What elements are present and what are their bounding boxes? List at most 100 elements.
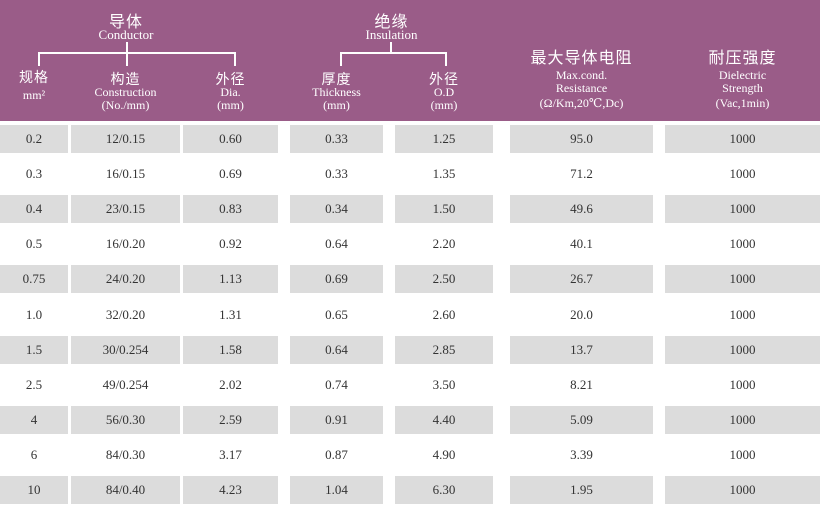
table-cell: 4.40 (395, 406, 493, 435)
table-cell: 84/0.40 (71, 476, 180, 505)
table-cell: 1.58 (183, 335, 278, 364)
table-cell: 2.85 (395, 335, 493, 364)
table-cell: 71.2 (570, 165, 593, 181)
table-cell: 2.60 (432, 306, 456, 322)
table-cell: 1.31 (219, 306, 242, 322)
table-cell: 0.69 (290, 265, 383, 294)
table-cell: 95.0 (510, 124, 653, 153)
col-header-thickness-zh: 厚度 (321, 73, 352, 88)
col-header-construction-en: Construction (94, 85, 157, 99)
table-cell: 3.50 (432, 376, 456, 392)
table-header: 导体 Conductor 绝缘 Insulation 规格 mm² 构造 Con… (0, 0, 820, 121)
table-row: 10 84/0.40 4.23 1.04 6.30 1.95 1000 (0, 473, 820, 508)
col-header-ins-od-en: O.D (433, 85, 455, 99)
col-header-spec-zh: 规格 (19, 71, 49, 86)
table-cell: 13.7 (510, 335, 653, 364)
table-cell: 0.65 (325, 306, 348, 322)
insulation-group-label-en: Insulation (365, 27, 418, 42)
table-cell: 16/0.20 (105, 236, 146, 252)
insulation-bracket-horizontal-line (340, 52, 447, 54)
table-cell: 1000 (729, 376, 756, 392)
table-cell: 1000 (665, 124, 820, 153)
table-cell: 16/0.15 (105, 165, 146, 181)
table-cell: 1000 (729, 165, 756, 181)
table-cell: 0.83 (183, 194, 278, 223)
table-cell: 0.3 (25, 165, 43, 181)
table-row: 1.0 32/0.20 1.31 0.65 2.60 20.0 1000 (0, 297, 820, 332)
col-header-dielectric-unit: (Vac,1min) (715, 96, 770, 110)
table-cell: 1000 (665, 265, 820, 294)
table-cell: 10 (0, 476, 68, 505)
conductor-bracket-center-line (126, 42, 128, 66)
table-cell: 40.1 (570, 236, 593, 252)
table-cell: 84/0.30 (105, 447, 146, 463)
table-row: 0.4 23/0.15 0.83 0.34 1.50 49.6 1000 (0, 191, 820, 226)
conductor-bracket-right-line (234, 52, 236, 66)
table-cell: 0.5 (25, 236, 43, 252)
table-cell: 1.95 (510, 476, 653, 505)
table-cell: 2.20 (432, 236, 456, 252)
col-header-resistance-en2: Resistance (555, 81, 608, 95)
col-header-thickness-en: Thickness (312, 85, 361, 99)
table-cell: 0.91 (290, 406, 383, 435)
table-cell: 20.0 (570, 306, 593, 322)
table-cell: 1.35 (432, 165, 456, 181)
col-header-cond-dia-zh: 外径 (215, 73, 246, 88)
table-cell: 4.90 (432, 447, 456, 463)
table-cell: 2.5 (25, 376, 43, 392)
conductor-bracket-horizontal-line (38, 52, 236, 54)
table-cell: 1.5 (0, 335, 68, 364)
col-header-resistance-en1: Max.cond. (555, 68, 608, 82)
table-cell: 1000 (729, 447, 756, 463)
conductor-bracket-left-line (38, 52, 40, 66)
table-cell: 1000 (665, 194, 820, 223)
insulation-group-label-zh: 绝缘 (374, 14, 409, 31)
table-cell: 32/0.20 (105, 306, 146, 322)
table-row: 0.2 12/0.15 0.60 0.33 1.25 95.0 1000 (0, 121, 820, 156)
table-cell: 6 (30, 447, 38, 463)
conductor-group-label-en: Conductor (98, 27, 154, 42)
col-header-dielectric-zh: 耐压强度 (708, 50, 777, 67)
col-header-resistance-zh: 最大导体电阻 (530, 50, 633, 67)
table-cell: 1000 (665, 406, 820, 435)
table-row: 0.75 24/0.20 1.13 0.69 2.50 26.7 1000 (0, 262, 820, 297)
table-cell: 0.60 (183, 124, 278, 153)
table-row: 4 56/0.30 2.59 0.91 4.40 5.09 1000 (0, 403, 820, 438)
col-header-spec-unit: mm² (22, 88, 46, 102)
col-header-dielectric-en1: Dielectric (718, 68, 767, 82)
table-cell: 1.0 (25, 306, 43, 322)
col-header-resistance-unit: (Ω/Km,20℃,Dc) (539, 96, 624, 110)
conductor-group-label-zh: 导体 (108, 14, 143, 31)
table-cell: 1000 (665, 335, 820, 364)
table-cell: 0.64 (290, 335, 383, 364)
table-cell: 4.23 (183, 476, 278, 505)
table-cell: 0.87 (325, 447, 348, 463)
col-header-ins-od-zh: 外径 (429, 73, 459, 88)
col-header-thickness-unit: (mm) (323, 98, 350, 112)
table-cell: 23/0.15 (71, 194, 180, 223)
table-cell: 1.25 (395, 124, 493, 153)
table-cell: 6.30 (395, 476, 493, 505)
table-cell: 1000 (729, 236, 756, 252)
table-row: 0.3 16/0.15 0.69 0.33 1.35 71.2 1000 (0, 156, 820, 191)
table-cell: 0.33 (290, 124, 383, 153)
table-row: 6 84/0.30 3.17 0.87 4.90 3.39 1000 (0, 438, 820, 473)
table-cell: 0.92 (219, 236, 242, 252)
spec-table-body: 0.2 12/0.15 0.60 0.33 1.25 95.0 1000 0.3 16/0.15… (0, 121, 820, 508)
table-cell: 5.09 (510, 406, 653, 435)
insulation-bracket-left-line (340, 52, 342, 66)
table-cell: 8.21 (570, 376, 593, 392)
table-cell: 1000 (665, 476, 820, 505)
table-cell: 1000 (729, 306, 756, 322)
col-header-dielectric-en2: Strength (722, 81, 763, 95)
insulation-bracket-right-line (445, 52, 447, 66)
table-cell: 0.33 (325, 165, 348, 181)
table-cell: 0.34 (290, 194, 383, 223)
table-cell: 30/0.254 (71, 335, 180, 364)
table-cell: 24/0.20 (71, 265, 180, 294)
table-cell: 3.17 (219, 447, 242, 463)
table-row: 0.5 16/0.20 0.92 0.64 2.20 40.1 1000 (0, 227, 820, 262)
col-header-cond-dia-unit: (mm) (217, 98, 244, 112)
table-cell: 1.04 (290, 476, 383, 505)
